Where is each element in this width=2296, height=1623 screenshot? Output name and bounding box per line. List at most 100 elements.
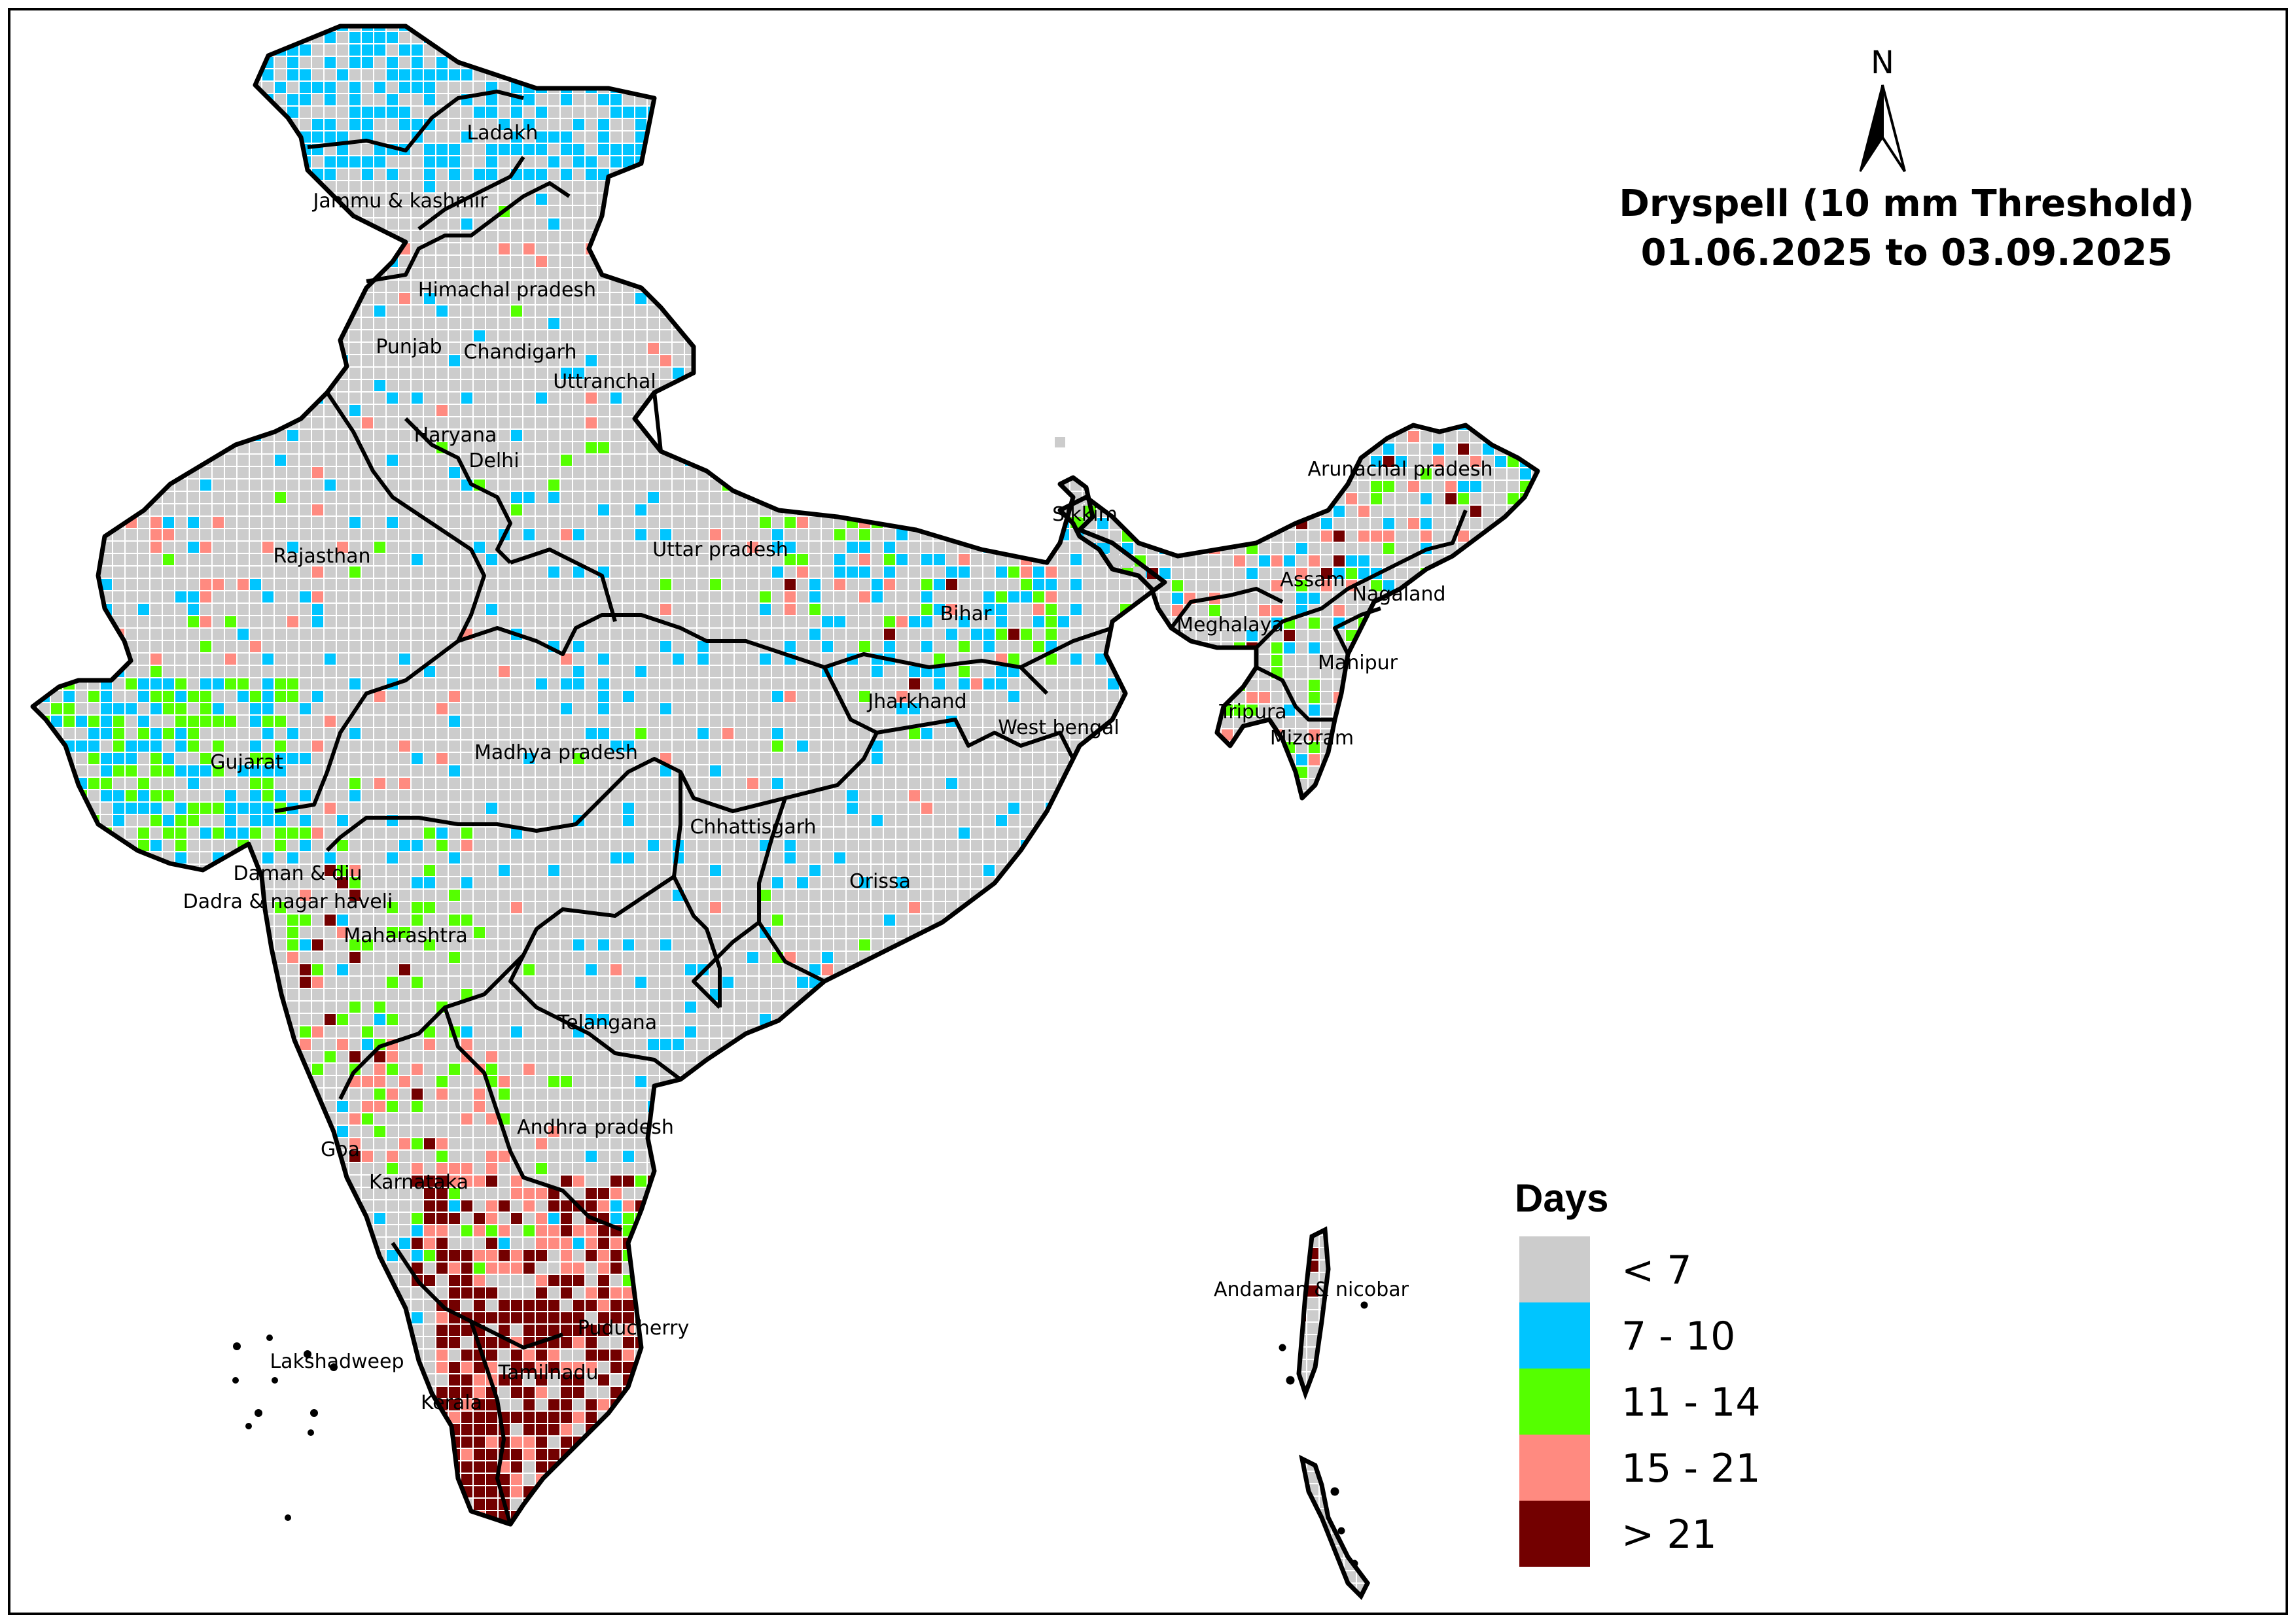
grid-cell bbox=[511, 181, 522, 192]
grid-cell bbox=[834, 641, 845, 652]
grid-cell bbox=[63, 529, 75, 540]
grid-cell bbox=[648, 268, 659, 279]
grid-cell bbox=[610, 368, 622, 379]
grid-cell bbox=[238, 32, 249, 43]
grid-cell bbox=[287, 529, 298, 540]
grid-cell bbox=[300, 119, 311, 130]
grid-cell bbox=[200, 554, 211, 565]
grid-cell bbox=[884, 231, 895, 242]
grid-cell bbox=[710, 82, 721, 93]
grid-cell bbox=[1095, 181, 1106, 192]
grid-cell bbox=[138, 591, 149, 602]
grid-cell bbox=[909, 94, 920, 105]
grid-cell bbox=[946, 492, 957, 503]
grid-cell bbox=[859, 44, 870, 56]
grid-cell bbox=[200, 542, 211, 553]
grid-cell bbox=[1133, 579, 1144, 590]
grid-cell bbox=[300, 504, 311, 515]
grid-cell bbox=[809, 107, 821, 118]
grid-cell bbox=[797, 666, 808, 677]
grid-cell bbox=[561, 32, 572, 43]
grid-cell bbox=[175, 144, 186, 155]
grid-cell bbox=[983, 44, 995, 56]
grid-cell bbox=[921, 355, 932, 366]
grid-cell bbox=[785, 69, 796, 80]
grid-cell bbox=[76, 380, 87, 391]
grid-cell bbox=[648, 206, 659, 217]
grid-cell bbox=[486, 554, 497, 565]
grid-cell bbox=[523, 26, 535, 31]
grid-cell bbox=[238, 654, 249, 665]
grid-cell bbox=[660, 119, 671, 130]
grid-cell bbox=[722, 26, 733, 31]
grid-cell bbox=[1170, 480, 1181, 491]
grid-cell bbox=[1070, 169, 1082, 180]
grid-cell bbox=[412, 318, 423, 329]
grid-cell bbox=[1133, 417, 1144, 428]
grid-cell bbox=[1108, 144, 1119, 155]
grid-cell bbox=[449, 616, 460, 627]
grid-cell bbox=[872, 629, 883, 640]
grid-cell bbox=[238, 206, 249, 217]
grid-cell bbox=[63, 517, 75, 528]
grid-cell bbox=[424, 231, 435, 242]
grid-cell bbox=[847, 119, 858, 130]
grid-cell bbox=[648, 330, 659, 341]
grid-cell bbox=[797, 393, 808, 404]
grid-cell bbox=[822, 554, 833, 565]
grid-cell bbox=[847, 430, 858, 441]
grid-cell bbox=[63, 616, 75, 627]
grid-cell bbox=[188, 32, 199, 43]
grid-cell bbox=[138, 666, 149, 677]
grid-cell bbox=[598, 678, 609, 689]
grid-cell bbox=[449, 442, 460, 453]
grid-cell bbox=[698, 641, 709, 652]
grid-cell bbox=[312, 504, 323, 515]
grid-cell bbox=[449, 405, 460, 416]
grid-cell bbox=[1021, 181, 1032, 192]
grid-cell bbox=[586, 355, 597, 366]
grid-cell bbox=[710, 343, 721, 354]
grid-cell bbox=[101, 318, 112, 329]
grid-cell bbox=[213, 94, 224, 105]
grid-cell bbox=[424, 330, 435, 341]
grid-cell bbox=[511, 119, 522, 130]
grid-cell bbox=[909, 417, 920, 428]
grid-cell bbox=[126, 206, 137, 217]
grid-cell bbox=[797, 144, 808, 155]
grid-cell bbox=[33, 131, 37, 143]
grid-cell bbox=[51, 268, 62, 279]
grid-cell bbox=[1133, 480, 1144, 491]
grid-cell bbox=[909, 330, 920, 341]
grid-cell bbox=[561, 231, 572, 242]
grid-cell bbox=[1058, 32, 1069, 43]
grid-cell bbox=[33, 355, 37, 366]
grid-cell bbox=[387, 305, 398, 317]
grid-cell bbox=[499, 666, 510, 677]
grid-cell bbox=[996, 567, 1007, 578]
grid-cell bbox=[685, 57, 696, 68]
grid-cell bbox=[287, 616, 298, 627]
grid-cell bbox=[39, 293, 50, 304]
grid-cell bbox=[573, 156, 584, 167]
grid-cell bbox=[872, 256, 883, 267]
grid-cell bbox=[424, 268, 435, 279]
grid-cell bbox=[610, 393, 622, 404]
grid-cell bbox=[325, 368, 336, 379]
grid-cell bbox=[200, 107, 211, 118]
grid-cell bbox=[163, 169, 174, 180]
grid-cell bbox=[499, 156, 510, 167]
grid-cell bbox=[1095, 480, 1106, 491]
grid-cell bbox=[946, 480, 957, 491]
grid-cell bbox=[660, 32, 671, 43]
grid-cell bbox=[250, 554, 261, 565]
grid-cell bbox=[1145, 256, 1156, 267]
grid-cell bbox=[126, 181, 137, 192]
grid-cell bbox=[175, 455, 186, 466]
grid-cell bbox=[735, 554, 746, 565]
grid-cell bbox=[971, 243, 982, 254]
grid-cell bbox=[660, 218, 671, 230]
grid-cell bbox=[785, 268, 796, 279]
grid-cell bbox=[847, 368, 858, 379]
grid-cell bbox=[573, 567, 584, 578]
